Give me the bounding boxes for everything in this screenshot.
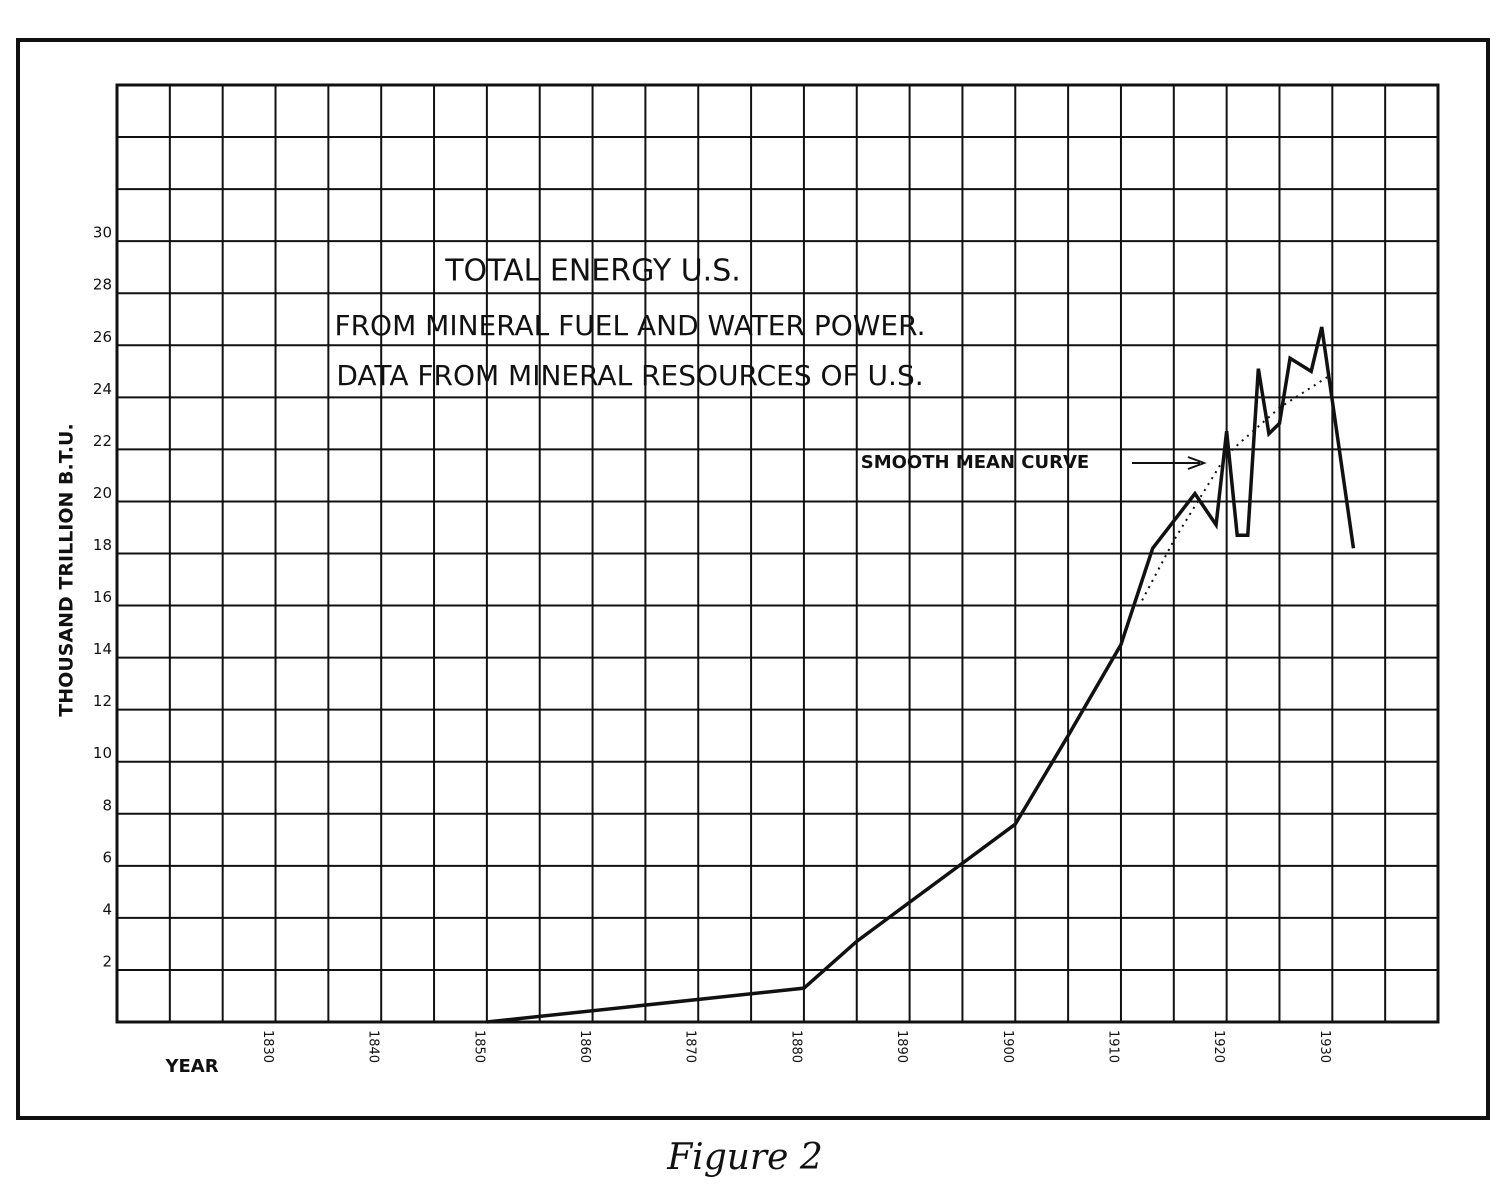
x-tick-label: 1870 [683,1030,698,1063]
x-tick-label: 1900 [1000,1030,1015,1063]
x-tick-label: 1930 [1317,1030,1332,1063]
x-tick-label: 1860 [577,1030,592,1063]
y-tick-label: 6 [102,848,112,866]
x-tick-label: 1850 [471,1030,486,1063]
y-tick-label: 18 [93,536,112,554]
caption: Figure 2 [666,1137,823,1178]
data-line [1141,373,1333,601]
x-tick-label: 1910 [1105,1030,1120,1063]
x-tick-label: 1880 [788,1030,803,1063]
x-tick-label: 1890 [894,1030,909,1063]
y-tick-label: 30 [93,224,112,242]
title-line: DATA FROM MINERAL RESOURCES OF U.S. [336,359,923,392]
data-line [486,326,1356,1024]
annotation-arrowhead [1187,456,1207,470]
annotation: SMOOTH MEAN CURVE [861,452,1089,473]
y-tick-label: 10 [93,744,112,762]
y-tick-label: 28 [93,276,112,294]
x-tick-label: 1920 [1211,1030,1226,1063]
x-tick-label: 1840 [366,1030,381,1063]
plot-border [115,83,1440,1024]
y-tick-label: 4 [102,900,112,918]
x-tick-label: 1830 [260,1030,275,1063]
title-line: FROM MINERAL FUEL AND WATER POWER. [335,309,926,342]
y-tick-label: 8 [102,796,112,814]
y-tick-label: 20 [93,484,112,502]
y-tick-label: 14 [93,640,112,658]
y-tick-label: 24 [93,380,112,398]
y-tick-label: 22 [93,432,112,450]
y-axis-label: THOUSAND TRILLION B.T.U. [56,423,78,716]
y-tick-label: 26 [93,328,112,346]
frame [16,38,1490,1120]
y-tick-label: 2 [102,952,112,970]
y-tick-label: 16 [93,588,112,606]
y-tick-label: 12 [93,692,112,710]
x-axis-label: YEAR [164,1056,218,1077]
